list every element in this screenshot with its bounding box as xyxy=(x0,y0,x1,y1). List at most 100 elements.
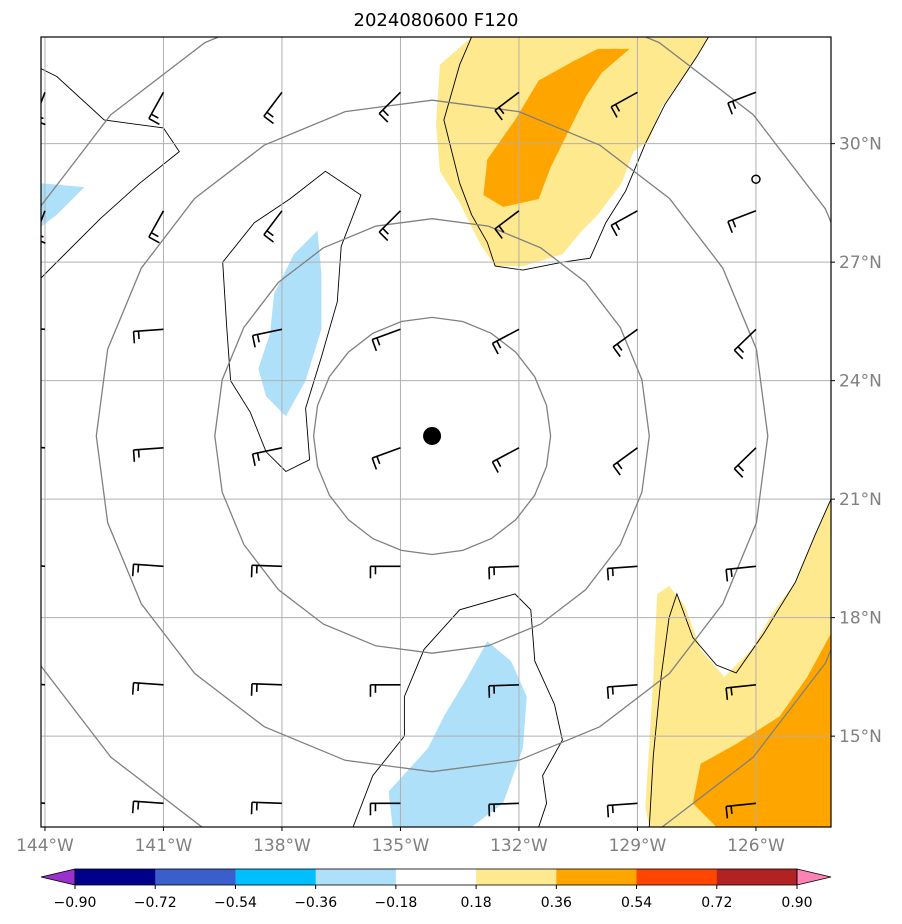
wind-barb-31 xyxy=(371,328,401,352)
small-marker xyxy=(751,174,761,184)
range-ring-2 xyxy=(95,99,769,773)
wind-barb-9 xyxy=(250,682,282,696)
colorbar-segment-4 xyxy=(395,869,477,885)
wind-barbs xyxy=(41,91,757,819)
y-tick-label-4: 27°N xyxy=(839,253,882,273)
colorbar-segment-2 xyxy=(235,869,317,885)
range-rings xyxy=(41,37,831,827)
x-tick-label-3: 135°W xyxy=(372,836,430,856)
wind-barb-21 xyxy=(41,446,46,449)
colorbar: −0.90 −0.72 −0.54 −0.36 −0.18 0.18 0.36 0.54 0.7… xyxy=(40,868,832,911)
y-tick-label-0: 15°N xyxy=(839,727,882,747)
colorbar-label-1: −0.72 xyxy=(134,895,177,911)
wind-barb-41 xyxy=(727,210,757,234)
contour-fill-9 xyxy=(692,633,831,827)
wind-barb-38 xyxy=(378,210,402,242)
wind-barb-28 xyxy=(41,328,46,331)
contour-line-3 xyxy=(352,593,563,827)
colorbar-segment-6 xyxy=(556,869,638,885)
y-tick-label-2: 21°N xyxy=(839,490,882,510)
colorbar-label-5: 0.18 xyxy=(461,895,492,911)
wind-barb-19 xyxy=(606,565,638,581)
colorbar-extend-low xyxy=(40,868,76,886)
wind-barb-7 xyxy=(41,683,46,686)
wind-barb-29 xyxy=(132,328,164,344)
gridlines xyxy=(41,37,831,827)
y-axis-ticks: 15°N 18°N 21°N 24°N 27°N 30°N xyxy=(831,135,882,747)
wind-barb-6 xyxy=(725,802,757,819)
wind-barb-3 xyxy=(369,802,401,816)
wind-barb-23 xyxy=(251,447,283,466)
range-ring-3 xyxy=(41,37,831,827)
wind-barb-0 xyxy=(41,802,46,805)
colorbar-label-3: −0.36 xyxy=(294,895,337,911)
contour-fill-3 xyxy=(258,230,322,417)
wind-barb-1 xyxy=(131,800,164,814)
wind-barb-25 xyxy=(491,447,520,473)
wind-barb-47 xyxy=(610,91,638,118)
wind-barb-18 xyxy=(488,565,519,580)
wind-barb-39 xyxy=(494,210,520,239)
colorbar-segment-5 xyxy=(476,869,557,885)
wind-barb-34 xyxy=(733,328,757,360)
wind-barb-5 xyxy=(606,802,638,818)
wind-barb-12 xyxy=(606,684,638,699)
range-ring-0 xyxy=(312,316,552,556)
wind-barb-16 xyxy=(250,564,282,578)
wind-barb-48 xyxy=(727,91,757,115)
colorbar-segment-8 xyxy=(716,869,798,885)
contour-fill-0 xyxy=(41,68,180,278)
range-ring-1 xyxy=(214,218,650,654)
wind-barb-44 xyxy=(263,91,283,125)
x-tick-label-0: 144°W xyxy=(16,836,74,856)
colorbar-label-9: 0.90 xyxy=(781,895,812,911)
colorbar-segment-3 xyxy=(315,869,397,885)
contour-line-1 xyxy=(222,170,362,473)
wind-barb-40 xyxy=(610,210,638,237)
contour-line-0 xyxy=(41,68,180,279)
wind-barb-45 xyxy=(378,91,402,123)
wind-barb-35 xyxy=(41,210,46,244)
wind-barb-10 xyxy=(369,683,401,697)
wind-barb-26 xyxy=(612,447,638,476)
y-tick-label-5: 30°N xyxy=(839,135,882,155)
wind-barb-33 xyxy=(612,328,638,358)
wind-barb-42 xyxy=(41,92,46,126)
contour-line-2 xyxy=(443,37,709,271)
y-tick-label-3: 24°N xyxy=(839,372,882,392)
wind-barb-36 xyxy=(148,210,165,244)
wind-barb-11 xyxy=(488,684,519,698)
x-axis-ticks: 144°W 141°W 138°W 135°W 132°W 129°W 126°W xyxy=(16,827,785,856)
wind-barb-37 xyxy=(263,210,283,243)
wind-barb-27 xyxy=(733,447,757,478)
x-tick-label-1: 141°W xyxy=(135,836,193,856)
colorbar-label-6: 0.36 xyxy=(541,895,572,911)
storm-center-marker xyxy=(423,426,442,445)
filled-contours xyxy=(41,37,831,827)
x-tick-label-5: 129°W xyxy=(609,836,667,856)
wind-barb-17 xyxy=(369,565,401,579)
colorbar-label-0: −0.90 xyxy=(54,895,97,911)
colorbar-segment-0 xyxy=(75,869,156,885)
colorbar-segment-7 xyxy=(636,869,718,885)
storm-markers xyxy=(423,174,761,445)
contour-line-4 xyxy=(648,499,831,827)
colorbar-label-8: 0.72 xyxy=(701,895,732,911)
y-tick-label-1: 18°N xyxy=(839,609,882,629)
colorbar-label-4: −0.18 xyxy=(374,895,417,911)
wind-barb-15 xyxy=(131,563,164,577)
plot-frame xyxy=(40,36,832,828)
colorbar-extend-high xyxy=(796,868,832,886)
contour-lines xyxy=(41,37,831,827)
wind-barb-32 xyxy=(491,328,520,355)
chart-title: 2024080600 F120 xyxy=(354,10,519,31)
colorbar-label-2: −0.54 xyxy=(214,895,257,911)
x-tick-label-2: 138°W xyxy=(253,836,311,856)
wind-barb-46 xyxy=(494,91,520,121)
wind-barb-24 xyxy=(371,447,401,470)
wind-barb-14 xyxy=(41,565,46,568)
contour-fill-1 xyxy=(41,183,85,227)
colorbar-segment-1 xyxy=(155,869,236,885)
wind-barb-8 xyxy=(131,681,164,695)
